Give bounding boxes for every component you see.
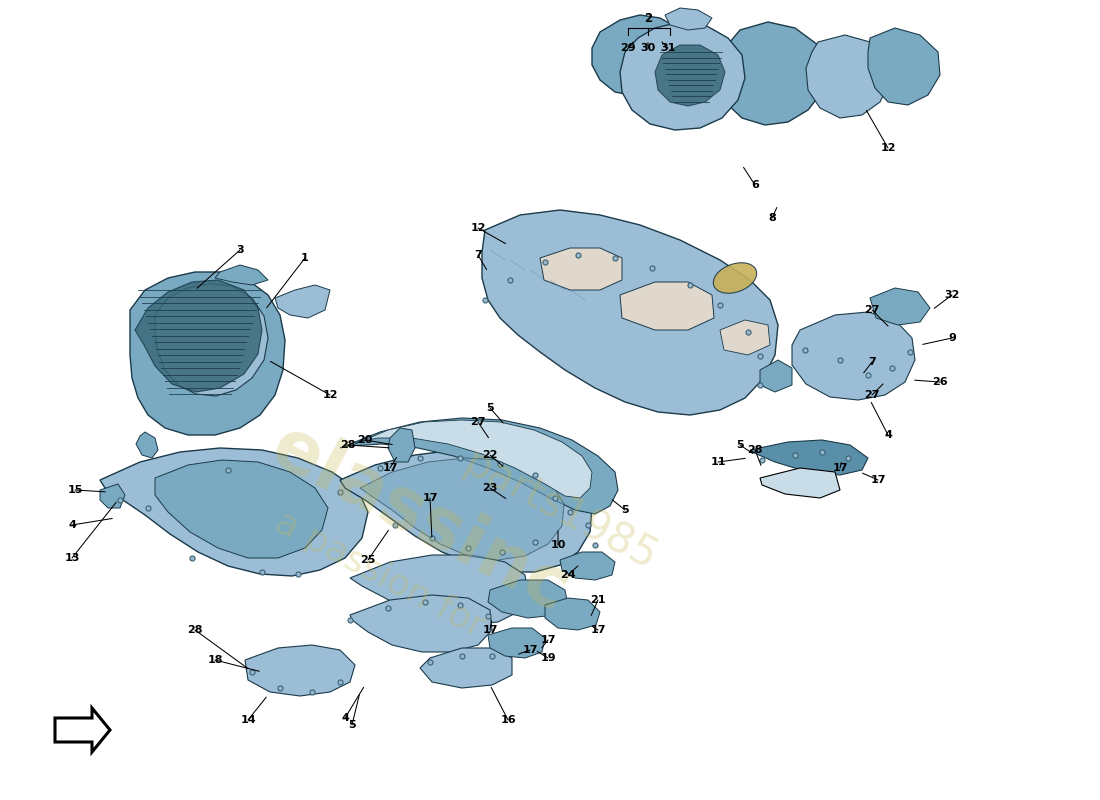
Polygon shape [136, 432, 158, 458]
Text: 17: 17 [833, 463, 848, 473]
Text: 17: 17 [383, 463, 398, 473]
Polygon shape [792, 312, 915, 400]
Polygon shape [135, 280, 262, 392]
Text: 16: 16 [500, 715, 516, 725]
Polygon shape [55, 708, 110, 752]
Text: 21: 21 [591, 595, 606, 605]
Text: 28: 28 [340, 440, 355, 450]
Text: 17: 17 [870, 475, 886, 485]
Polygon shape [720, 320, 770, 355]
Text: 15: 15 [67, 485, 82, 495]
Text: elassinc: elassinc [260, 413, 581, 627]
Polygon shape [620, 282, 714, 330]
Text: 1: 1 [301, 253, 309, 263]
Polygon shape [245, 645, 355, 696]
Polygon shape [620, 22, 745, 130]
Text: 18: 18 [207, 655, 222, 665]
Text: 27: 27 [471, 417, 486, 427]
Polygon shape [340, 450, 592, 572]
Polygon shape [275, 285, 330, 318]
Polygon shape [360, 458, 564, 560]
Text: 23: 23 [482, 483, 497, 493]
Polygon shape [868, 28, 940, 105]
Text: 9: 9 [948, 333, 956, 343]
Polygon shape [350, 595, 492, 652]
Polygon shape [155, 460, 328, 558]
Polygon shape [155, 284, 268, 396]
Text: 22: 22 [482, 450, 497, 460]
Polygon shape [560, 552, 615, 580]
Text: 13: 13 [64, 553, 79, 563]
Text: 17: 17 [540, 635, 556, 645]
Polygon shape [540, 248, 622, 290]
Polygon shape [350, 555, 528, 625]
Text: 6: 6 [751, 180, 759, 190]
Text: 26: 26 [932, 377, 948, 387]
Polygon shape [388, 428, 415, 462]
Text: 28: 28 [747, 445, 762, 455]
Text: 4: 4 [341, 713, 349, 723]
Text: 5: 5 [486, 403, 494, 413]
Text: parts1985: parts1985 [456, 442, 664, 578]
Polygon shape [100, 448, 368, 576]
Text: 7: 7 [474, 250, 482, 260]
Text: 5: 5 [349, 720, 355, 730]
Text: 4: 4 [884, 430, 892, 440]
Polygon shape [420, 648, 512, 688]
Text: 32: 32 [944, 290, 959, 300]
Text: 12: 12 [880, 143, 895, 153]
Text: 17: 17 [591, 625, 606, 635]
Polygon shape [340, 418, 618, 514]
Polygon shape [544, 598, 600, 630]
Text: 31: 31 [660, 43, 675, 53]
Text: 17: 17 [522, 645, 538, 655]
Polygon shape [482, 210, 778, 415]
Text: 14: 14 [240, 715, 256, 725]
Polygon shape [654, 45, 725, 106]
Text: 27: 27 [865, 390, 880, 400]
Text: 5: 5 [621, 505, 629, 515]
Text: 8: 8 [768, 213, 776, 223]
Polygon shape [760, 468, 840, 498]
Polygon shape [718, 22, 828, 125]
Text: 27: 27 [865, 305, 880, 315]
Text: 30: 30 [640, 43, 656, 53]
Text: 20: 20 [358, 435, 373, 445]
Polygon shape [130, 272, 285, 435]
Polygon shape [355, 420, 592, 498]
Polygon shape [214, 265, 268, 285]
Text: 2: 2 [644, 11, 652, 25]
Text: 19: 19 [540, 653, 556, 663]
Text: 12: 12 [322, 390, 338, 400]
Text: 12: 12 [471, 223, 486, 233]
Polygon shape [870, 288, 930, 325]
Polygon shape [488, 580, 568, 618]
Polygon shape [760, 360, 792, 392]
Text: 11: 11 [711, 457, 726, 467]
Text: a passion for: a passion for [270, 506, 491, 645]
Text: 28: 28 [187, 625, 202, 635]
Polygon shape [750, 440, 868, 475]
Text: 7: 7 [868, 357, 876, 367]
Text: 17: 17 [482, 625, 497, 635]
Text: 17: 17 [422, 493, 438, 503]
Text: 25: 25 [361, 555, 376, 565]
Polygon shape [666, 8, 712, 30]
Text: 3: 3 [236, 245, 244, 255]
Polygon shape [592, 15, 688, 96]
Polygon shape [100, 484, 125, 508]
Polygon shape [488, 628, 544, 658]
Text: 29: 29 [620, 43, 636, 53]
Text: 5: 5 [736, 440, 744, 450]
Ellipse shape [713, 262, 757, 294]
Text: 4: 4 [68, 520, 76, 530]
Text: 10: 10 [550, 540, 565, 550]
Text: 24: 24 [560, 570, 575, 580]
Polygon shape [806, 35, 890, 118]
